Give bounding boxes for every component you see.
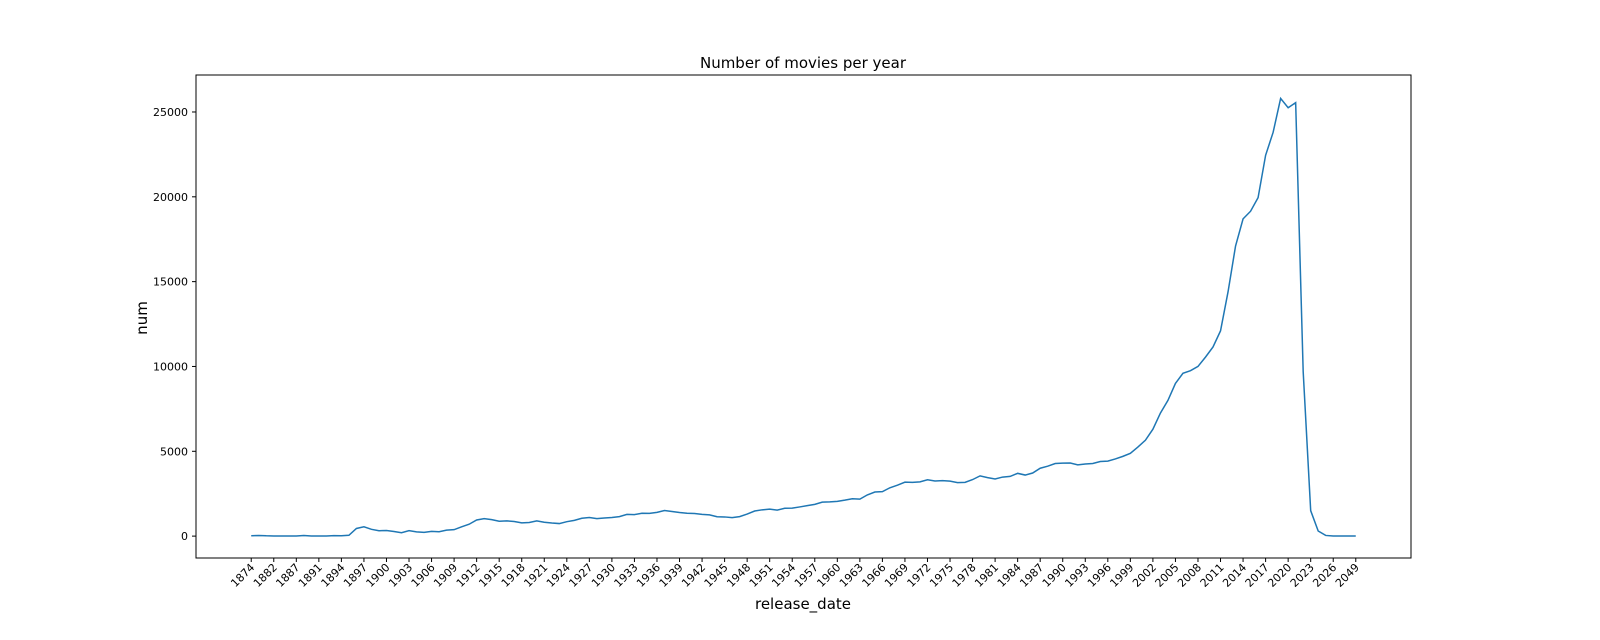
- line: [251, 96, 1356, 537]
- y-tick-label: 10000: [153, 360, 188, 373]
- chart-title: Number of movies per year: [700, 54, 907, 72]
- y-axis-label: num: [133, 301, 151, 335]
- y-tick-label: 20000: [153, 191, 188, 204]
- y-tick-label: 5000: [160, 445, 188, 458]
- x-axis-label: release_date: [755, 595, 851, 614]
- y-tick-label: 15000: [153, 276, 188, 289]
- y-tick-label: 0: [181, 530, 188, 543]
- plot-frame: [195, 74, 1412, 559]
- y-tick-label: 25000: [153, 106, 188, 119]
